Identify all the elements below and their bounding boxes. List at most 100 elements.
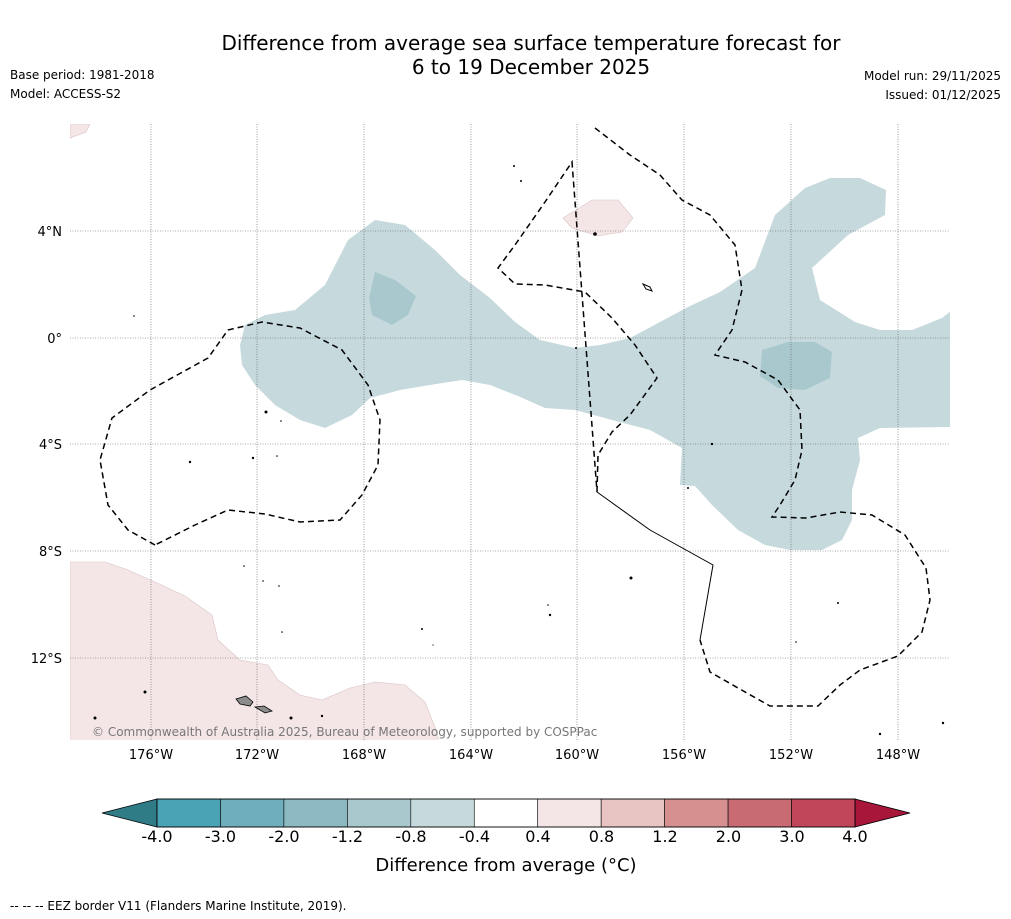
islet bbox=[251, 456, 255, 460]
eez-border-shared-segment bbox=[596, 491, 714, 641]
islet bbox=[687, 487, 689, 489]
islet bbox=[143, 690, 147, 694]
islet bbox=[264, 410, 268, 414]
eez-border-kiribati-phoenix bbox=[497, 159, 658, 493]
lon-label: 160°W bbox=[555, 748, 599, 763]
lat-label: 0° bbox=[47, 332, 62, 347]
longitude-labels: 176°W 172°W 168°W 164°W 160°W 156°W 152°… bbox=[129, 748, 920, 763]
colorbar-tick: -0.4 bbox=[458, 827, 491, 846]
colorbar-under-arrow bbox=[101, 798, 158, 828]
metadata-left: Base period: 1981-2018 Model: ACCESS-S2 bbox=[10, 66, 155, 104]
islet bbox=[629, 576, 633, 580]
colorbar-segment bbox=[347, 798, 412, 828]
islet bbox=[641, 282, 653, 292]
islet bbox=[795, 641, 797, 643]
colorbar-segment bbox=[791, 798, 856, 828]
eez-footnote: -- -- -- EEZ border V11 (Flanders Marine… bbox=[10, 899, 347, 913]
lon-label: 164°W bbox=[449, 748, 493, 763]
colorbar-segment bbox=[727, 798, 792, 828]
lon-label: 156°W bbox=[662, 748, 706, 763]
islet bbox=[593, 232, 597, 236]
cool-anomaly-patch-west bbox=[369, 272, 416, 325]
islet bbox=[93, 716, 97, 720]
islet bbox=[547, 604, 549, 606]
colorbar-tick: 2.0 bbox=[715, 827, 742, 846]
islet bbox=[281, 631, 283, 633]
islet bbox=[262, 580, 264, 582]
colorbar-tick: 3.0 bbox=[779, 827, 805, 846]
metadata-right: Model run: 29/11/2025 Issued: 01/12/2025 bbox=[864, 67, 1001, 105]
colorbar-tick-labels: -4.0 -3.0 -2.0 -1.2 -0.8 -0.4 0.4 0.8 1.… bbox=[0, 827, 1011, 851]
lon-label: 172°W bbox=[235, 748, 279, 763]
colorbar-tick: -2.0 bbox=[268, 827, 300, 846]
islet bbox=[520, 180, 522, 182]
base-period: Base period: 1981-2018 bbox=[10, 68, 155, 82]
colorbar-frame bbox=[156, 798, 856, 828]
lat-label: 12°S bbox=[31, 652, 62, 667]
colorbar bbox=[101, 798, 911, 828]
colorbar-tick: -0.8 bbox=[395, 827, 427, 846]
colorbar-tick: -4.0 bbox=[141, 827, 173, 846]
colorbar-tick: -1.2 bbox=[331, 827, 364, 846]
islet bbox=[188, 460, 192, 464]
colorbar-segments bbox=[156, 798, 856, 828]
lon-label: 176°W bbox=[129, 748, 173, 763]
islet bbox=[289, 716, 293, 720]
colorbar-segment bbox=[537, 798, 602, 828]
map-plot-area: © Commonwealth of Australia 2025, Bureau… bbox=[70, 124, 950, 740]
cool-anomaly-region bbox=[240, 178, 950, 550]
latitude-labels: 4°N 0° 4°S 8°S 12°S bbox=[31, 225, 62, 667]
colorbar-title: Difference from average (°C) bbox=[375, 855, 637, 876]
warm-anomaly-north-patch bbox=[562, 199, 634, 237]
islet bbox=[421, 628, 423, 630]
eez-border-kiribati-line bbox=[594, 127, 931, 707]
lon-label: 148°W bbox=[876, 748, 920, 763]
islet bbox=[278, 585, 280, 587]
title-line-2: 6 to 19 December 2025 bbox=[411, 55, 651, 79]
lon-label: 168°W bbox=[342, 748, 386, 763]
model-name: Model: ACCESS-S2 bbox=[10, 87, 122, 101]
colorbar-tick: 0.8 bbox=[588, 827, 615, 846]
lat-label: 4°N bbox=[38, 225, 63, 240]
colorbar-tick: 0.4 bbox=[525, 827, 551, 846]
warm-anomaly-southwest-region bbox=[70, 561, 439, 740]
lat-label: 8°S bbox=[39, 545, 62, 560]
colorbar-tick: 1.2 bbox=[652, 827, 678, 846]
islet bbox=[878, 732, 882, 736]
copyright-notice: © Commonwealth of Australia 2025, Bureau… bbox=[92, 725, 597, 739]
colorbar-segment bbox=[220, 798, 285, 828]
colorbar-segment bbox=[473, 798, 539, 828]
islands bbox=[93, 165, 945, 736]
warm-anomaly-northwest-corner bbox=[70, 124, 91, 139]
cool-anomaly-patch-east bbox=[760, 342, 832, 390]
map-title: Difference from average sea surface temp… bbox=[0, 31, 1011, 79]
colorbar-segment bbox=[600, 798, 665, 828]
islet bbox=[837, 602, 839, 604]
colorbar-tick: 4.0 bbox=[842, 827, 868, 846]
colorbar-segment bbox=[283, 798, 348, 828]
eez-borders bbox=[99, 127, 931, 707]
islet bbox=[432, 644, 434, 646]
lon-label: 152°W bbox=[769, 748, 813, 763]
islet bbox=[548, 613, 552, 617]
islet bbox=[941, 721, 945, 725]
island-samoa-savaii bbox=[235, 695, 254, 707]
islet bbox=[133, 315, 135, 317]
colorbar-over-arrow bbox=[854, 798, 911, 828]
islet bbox=[575, 347, 577, 349]
colorbar-tick: -3.0 bbox=[204, 827, 237, 846]
islet bbox=[710, 442, 714, 446]
colorbar-segment bbox=[410, 798, 475, 828]
islet bbox=[276, 455, 278, 457]
islet bbox=[280, 420, 282, 422]
colorbar-segment bbox=[664, 798, 729, 828]
title-line-1: Difference from average sea surface temp… bbox=[221, 31, 841, 55]
islet bbox=[243, 565, 245, 567]
issued-date: Issued: 01/12/2025 bbox=[885, 88, 1001, 102]
island-samoa-upolu bbox=[253, 705, 273, 714]
islet bbox=[320, 714, 324, 718]
colorbar-segment bbox=[156, 798, 221, 828]
lat-label: 4°S bbox=[39, 438, 62, 453]
eez-border-kiribati-gilbert bbox=[99, 321, 381, 546]
